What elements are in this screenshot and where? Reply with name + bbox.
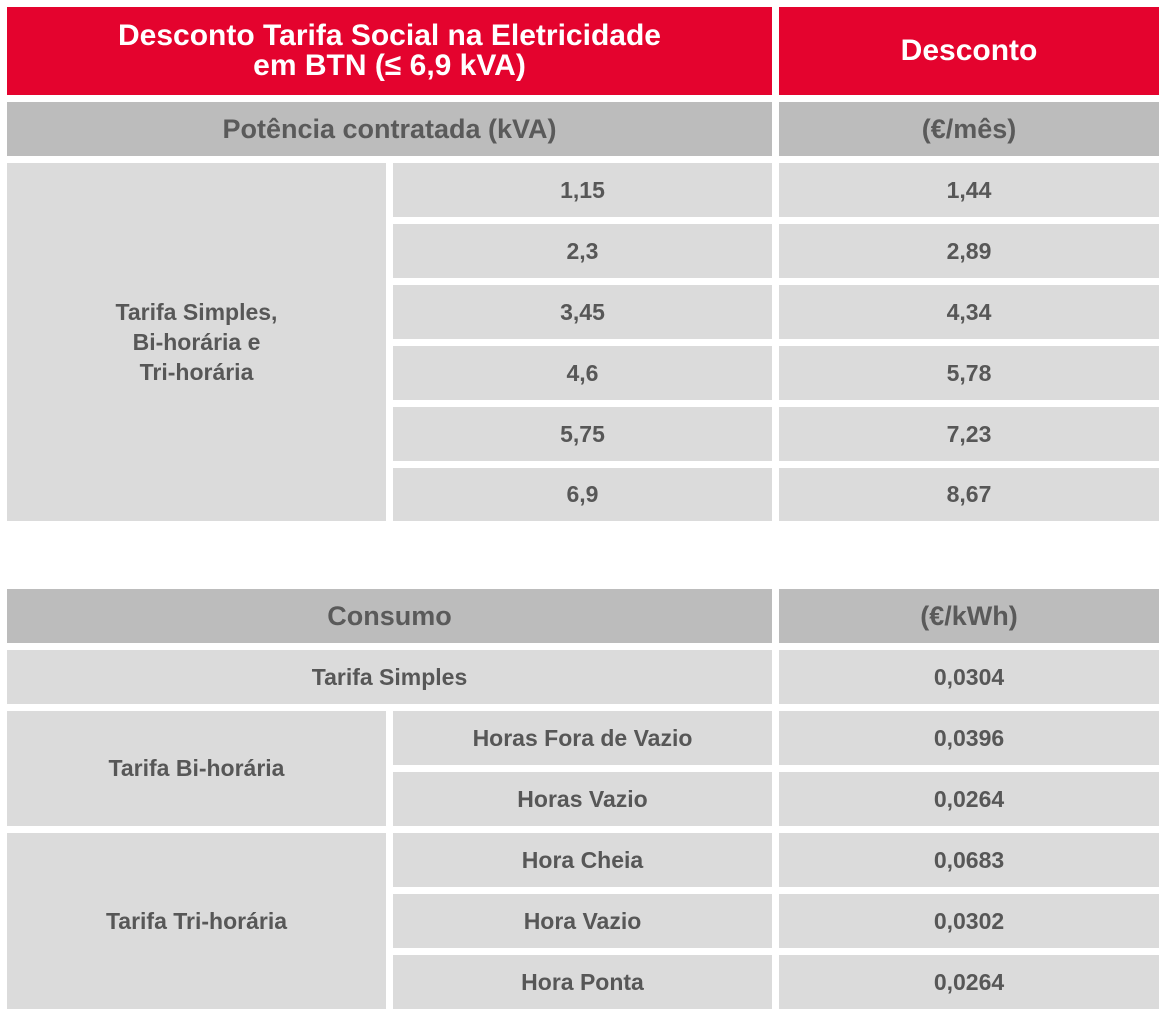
period-cell: Hora Vazio bbox=[393, 894, 772, 948]
discount-cell: 2,89 bbox=[779, 224, 1159, 278]
tri-hourly-tariff-label: Tarifa Tri-horária bbox=[7, 833, 386, 1009]
consumption-value-cell: 0,0302 bbox=[779, 894, 1159, 948]
tariff-group-label-line3: Tri-horária bbox=[139, 359, 254, 385]
discount-cell: 4,34 bbox=[779, 285, 1159, 339]
monthly-unit-header: (€/mês) bbox=[779, 102, 1159, 156]
period-cell: Hora Cheia bbox=[393, 833, 772, 887]
discount-cell: 1,44 bbox=[779, 163, 1159, 217]
simple-tariff-value: 0,0304 bbox=[779, 650, 1159, 704]
table-title-line1: Desconto Tarifa Social na Eletricidade bbox=[118, 19, 661, 52]
tariff-group-label: Tarifa Simples, Bi-horária e Tri-horária bbox=[7, 163, 386, 521]
discount-cell: 8,67 bbox=[779, 468, 1159, 521]
tariff-group-label-line1: Tarifa Simples, bbox=[115, 299, 278, 325]
discount-column-title: Desconto bbox=[779, 7, 1159, 95]
power-cell: 2,3 bbox=[393, 224, 772, 278]
consumption-value-cell: 0,0264 bbox=[779, 772, 1159, 826]
consumption-value-cell: 0,0683 bbox=[779, 833, 1159, 887]
period-cell: Horas Vazio bbox=[393, 772, 772, 826]
discount-cell: 5,78 bbox=[779, 346, 1159, 400]
consumption-header: Consumo bbox=[7, 589, 772, 643]
bi-hourly-tariff-label: Tarifa Bi-horária bbox=[7, 711, 386, 826]
power-cell: 5,75 bbox=[393, 407, 772, 461]
power-cell: 1,15 bbox=[393, 163, 772, 217]
consumption-value-cell: 0,0396 bbox=[779, 711, 1159, 765]
table-title-line2: em BTN (≤ 6,9 kVA) bbox=[253, 49, 526, 82]
simple-tariff-label: Tarifa Simples bbox=[7, 650, 772, 704]
table-title: Desconto Tarifa Social na Eletricidade e… bbox=[7, 7, 772, 95]
power-cell: 6,9 bbox=[393, 468, 772, 521]
power-cell: 4,6 bbox=[393, 346, 772, 400]
power-header: Potência contratada (kVA) bbox=[7, 102, 772, 156]
power-cell: 3,45 bbox=[393, 285, 772, 339]
period-cell: Hora Ponta bbox=[393, 955, 772, 1009]
kwh-unit-header: (€/kWh) bbox=[779, 589, 1159, 643]
period-cell: Horas Fora de Vazio bbox=[393, 711, 772, 765]
consumption-value-cell: 0,0264 bbox=[779, 955, 1159, 1009]
tariff-group-label-line2: Bi-horária e bbox=[132, 329, 261, 355]
discount-cell: 7,23 bbox=[779, 407, 1159, 461]
